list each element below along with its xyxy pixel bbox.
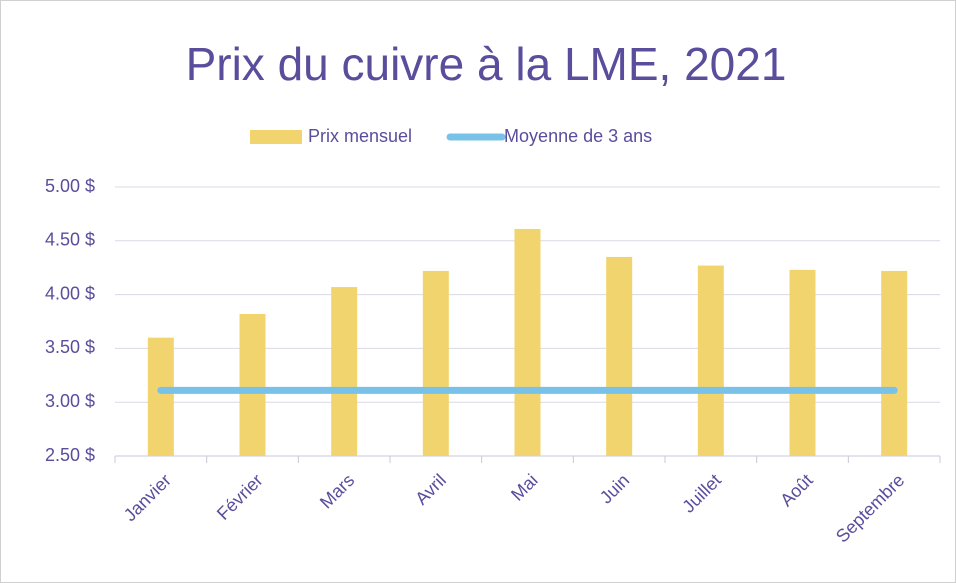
bar bbox=[789, 269, 816, 456]
bar bbox=[147, 337, 174, 456]
y-tick-label: 2.50 $ bbox=[45, 445, 95, 465]
y-tick-label: 3.50 $ bbox=[45, 337, 95, 357]
legend-swatch bbox=[250, 130, 302, 144]
bar bbox=[331, 287, 358, 456]
bar bbox=[422, 270, 449, 456]
chart-title: Prix du cuivre à la LME, 2021 bbox=[186, 38, 787, 90]
bar bbox=[514, 228, 541, 456]
y-tick-label: 4.50 $ bbox=[45, 230, 95, 250]
legend-label: Prix mensuel bbox=[308, 126, 412, 146]
y-tick-label: 4.00 $ bbox=[45, 283, 95, 303]
bar bbox=[239, 313, 266, 456]
y-tick-label: 3.00 $ bbox=[45, 391, 95, 411]
bar bbox=[697, 265, 724, 456]
legend-label: Moyenne de 3 ans bbox=[504, 126, 652, 146]
bar bbox=[881, 270, 908, 456]
bar bbox=[606, 256, 633, 456]
y-tick-label: 5.00 $ bbox=[45, 176, 95, 196]
